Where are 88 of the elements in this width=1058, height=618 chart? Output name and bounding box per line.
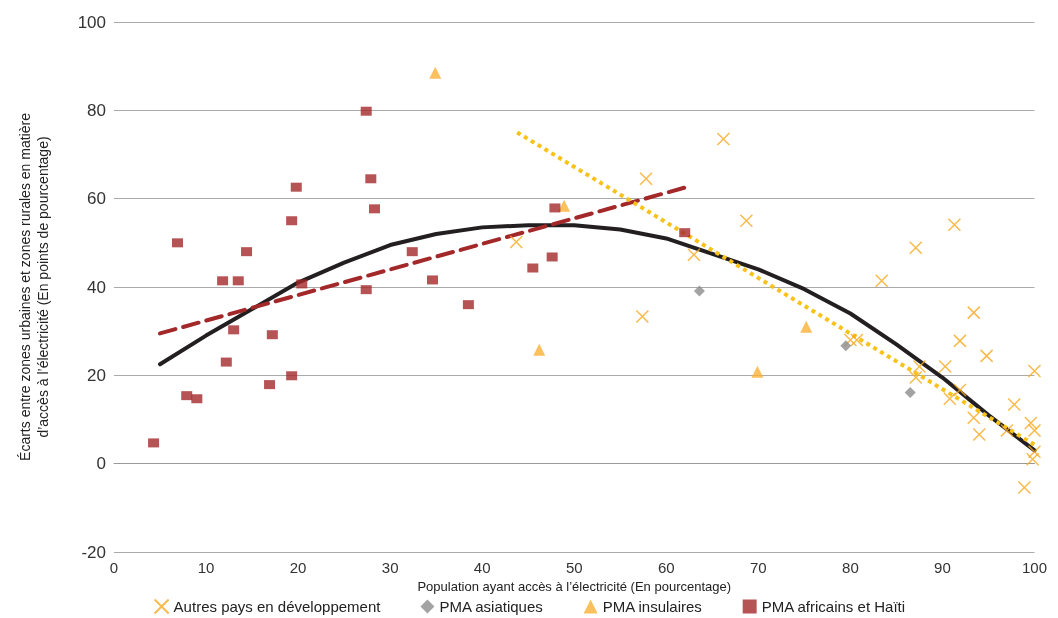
point (947, 217, 962, 232)
point (191, 394, 203, 404)
legend-label: PMA africains et Haïti (761, 598, 906, 615)
legend-label: Autres pays en développement (173, 598, 382, 615)
point (549, 203, 561, 213)
point (751, 365, 764, 378)
point (429, 66, 442, 79)
point (1027, 423, 1042, 438)
y-axis-title: Écarts entre zones urbaines et zones rurales en matière d’accès à l’électricité (En points de pourcentage) (17, 112, 51, 461)
point (360, 106, 372, 116)
point (406, 247, 418, 257)
x-tick-label: 100 (1021, 559, 1047, 576)
point (290, 182, 302, 192)
y-tick-label: 80 (87, 100, 106, 120)
point (739, 214, 754, 228)
point (1017, 480, 1032, 495)
point (509, 235, 523, 249)
point (181, 391, 193, 401)
point (639, 172, 653, 186)
point (546, 252, 558, 262)
point (635, 309, 650, 324)
point (228, 325, 240, 335)
x-axis-title: Population ayant accès à l’électricité (En pourcentage) (417, 579, 732, 595)
point (972, 427, 987, 442)
point (912, 359, 927, 374)
y-tick-label: 0 (96, 454, 106, 474)
x-tick-label: 30 (381, 559, 399, 576)
point (840, 340, 852, 352)
point (286, 371, 298, 381)
point (241, 247, 253, 257)
x-tick-label: 70 (750, 559, 767, 576)
x-tick-label: 90 (934, 559, 951, 576)
point (296, 279, 308, 289)
y-tick-label: 60 (87, 189, 106, 209)
point (148, 438, 160, 448)
legend-label: PMA asiatiques (439, 598, 543, 615)
point (904, 387, 916, 399)
point (365, 174, 377, 184)
point (220, 357, 232, 367)
x-tick-label: 50 (565, 559, 583, 576)
point (266, 330, 278, 340)
point (953, 334, 967, 348)
y-tick-label: -20 (81, 542, 106, 562)
point (527, 263, 539, 273)
y-tick-label: 40 (87, 277, 106, 297)
point (172, 238, 184, 248)
x-tick-label: 10 (197, 559, 215, 576)
point (679, 228, 691, 238)
point (369, 204, 380, 214)
point (1007, 397, 1021, 412)
point (217, 276, 229, 286)
point (874, 274, 889, 288)
point (966, 305, 981, 320)
point (462, 300, 474, 310)
point (1027, 364, 1042, 378)
point (938, 359, 952, 374)
point (1024, 416, 1038, 430)
point (943, 391, 957, 406)
point (800, 320, 813, 333)
point (953, 383, 967, 397)
legend-label: PMA insulaires (602, 598, 702, 615)
y-tick-label: 100 (77, 12, 106, 32)
x-tick-label: 20 (289, 559, 307, 576)
point (558, 199, 571, 212)
point (533, 343, 546, 356)
point (232, 276, 244, 286)
point (908, 240, 923, 255)
point (850, 333, 864, 347)
point (716, 132, 731, 146)
point (286, 216, 298, 226)
point (264, 380, 276, 390)
point (1000, 423, 1014, 438)
line-series (158, 223, 1037, 453)
point (693, 285, 705, 297)
point (1027, 444, 1042, 459)
x-tick-label: 80 (842, 559, 859, 576)
y-tick-label: 20 (87, 365, 106, 385)
x-tick-label: 0 (109, 559, 119, 576)
point (360, 285, 372, 295)
x-tick-label: 40 (473, 559, 491, 576)
point (1025, 452, 1040, 466)
x-tick-label: 60 (657, 559, 675, 576)
point (966, 410, 981, 425)
point (687, 248, 701, 262)
point (908, 370, 923, 385)
point (843, 333, 858, 347)
point (979, 349, 994, 363)
point (426, 275, 438, 285)
